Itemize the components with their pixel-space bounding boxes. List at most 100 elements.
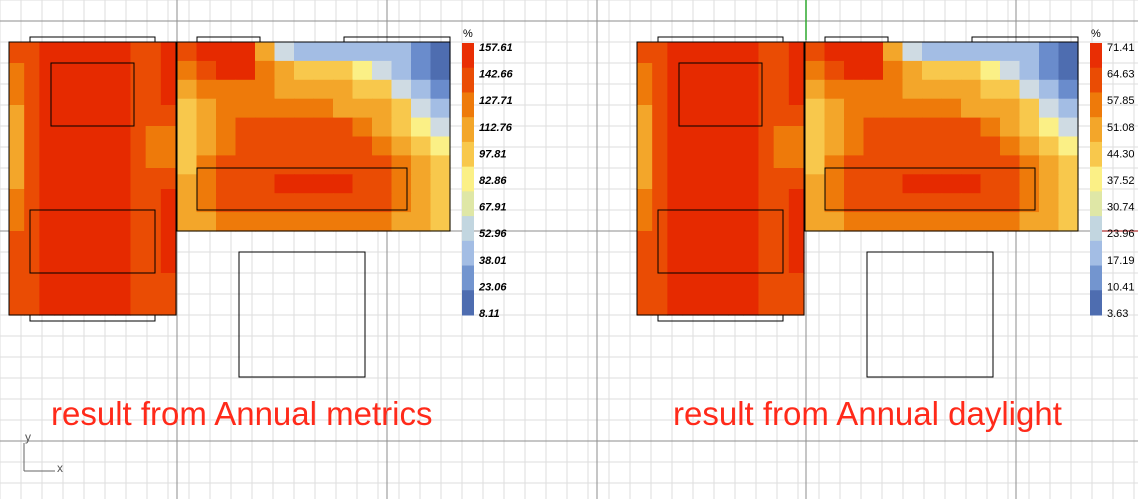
- left-room-cell: [9, 252, 25, 274]
- left-room-cell: [773, 189, 790, 211]
- right-room-cell: [980, 42, 1001, 62]
- left-room-cell: [758, 168, 775, 190]
- right-room-cell: [844, 212, 865, 232]
- legend-tick-label: 112.76: [479, 122, 513, 134]
- left-room-cell: [667, 294, 684, 316]
- right-room-cell: [863, 42, 884, 62]
- left-room-cell: [728, 105, 744, 127]
- right-room-cell: [294, 155, 315, 175]
- right-room-cell: [902, 193, 923, 213]
- right-room-cell: [1039, 117, 1060, 138]
- left-room-cell: [728, 252, 744, 274]
- left-room-cell: [100, 105, 116, 127]
- left-room-cell: [69, 126, 86, 148]
- right-room-cell: [255, 79, 276, 100]
- right-room-cell: [1000, 117, 1021, 138]
- left-room-cell: [100, 84, 116, 106]
- right-room-cell: [352, 42, 373, 62]
- left-room-cell: [145, 42, 162, 64]
- left-room-cell: [652, 147, 668, 169]
- right-room-cell: [1000, 212, 1021, 232]
- furniture-a: [678, 62, 763, 127]
- right-room-cell: [961, 174, 982, 194]
- right-room-cell: [274, 174, 295, 194]
- left-room-cell: [682, 168, 699, 190]
- left-room-cell: [788, 189, 805, 211]
- left-room-cell: [100, 168, 116, 190]
- left-room-cell: [39, 294, 56, 316]
- left-room-cell: [145, 294, 162, 316]
- left-room-cell: [9, 231, 25, 253]
- left-room-cell: [130, 189, 147, 211]
- right-room-cell: [352, 136, 373, 156]
- legend-swatch: [462, 141, 474, 168]
- left-room-cell: [697, 168, 714, 190]
- left-room-cell: [637, 42, 653, 64]
- left-room-cell: [682, 273, 699, 295]
- left-room-cell: [712, 168, 729, 190]
- left-room-cell: [788, 126, 805, 148]
- right-room-cell: [411, 155, 432, 175]
- right-room-cell: [902, 98, 923, 119]
- left-room-cell: [100, 252, 116, 274]
- left-room-cell: [54, 63, 71, 85]
- right-room-cell: [255, 136, 276, 156]
- left-room-cell: [9, 126, 25, 148]
- right-room-cell: [961, 42, 982, 62]
- legend-tick-label: 23.06: [478, 281, 507, 293]
- left-room-cell: [115, 126, 132, 148]
- right-room-cell: [177, 60, 198, 81]
- left-room-cell: [773, 126, 790, 148]
- left-room-cell: [637, 189, 653, 211]
- left-room-cell: [84, 84, 101, 106]
- left-room-cell: [682, 126, 699, 148]
- right-room-cell: [235, 155, 256, 175]
- right-room-cell: [235, 136, 256, 156]
- right-room-cell: [980, 155, 1001, 175]
- right-room-cell: [313, 174, 334, 194]
- left-room-cell: [160, 84, 177, 106]
- left-room-cell: [39, 189, 56, 211]
- left-room-cell: [160, 294, 177, 316]
- right-room-cell: [352, 174, 373, 194]
- left-room-cell: [728, 126, 744, 148]
- left-room-cell: [160, 189, 177, 211]
- left-room-cell: [758, 252, 775, 274]
- left-room-cell: [160, 273, 177, 295]
- left-room-cell: [667, 210, 684, 232]
- legend-tick-label: 8.11: [479, 308, 500, 320]
- left-room-cell: [637, 231, 653, 253]
- left-room-cell: [682, 252, 699, 274]
- right-room-cell: [196, 42, 217, 62]
- left-room-cell: [743, 252, 760, 274]
- right-room-cell: [1058, 136, 1079, 156]
- legend-tick-label: 142.66: [479, 69, 514, 81]
- left-room-cell: [100, 189, 116, 211]
- right-room-cell: [824, 117, 845, 138]
- left-room-cell: [773, 168, 790, 190]
- left-room-cell: [667, 126, 684, 148]
- left-room-cell: [39, 63, 56, 85]
- right-room-cell: [313, 212, 334, 232]
- right-room-cell: [430, 60, 451, 81]
- left-room-cell: [652, 252, 668, 274]
- axis-x-label: x: [57, 461, 63, 475]
- furniture-c: [196, 167, 408, 211]
- right-room-cell: [1019, 79, 1040, 100]
- left-room-cell: [652, 168, 668, 190]
- right-room-cell: [255, 60, 276, 81]
- right-room-cell: [1058, 42, 1079, 62]
- left-room-cell: [69, 105, 86, 127]
- legend-swatch: [1090, 43, 1102, 69]
- right-room-cell: [1019, 117, 1040, 138]
- left-room-cell: [115, 252, 132, 274]
- caption-annual-metrics: result from Annual metrics: [51, 395, 432, 432]
- right-room-cell: [411, 193, 432, 213]
- right-room-cell: [196, 155, 217, 175]
- left-room-cell: [773, 42, 790, 64]
- right-room-cell: [196, 136, 217, 156]
- left-room-cell: [160, 42, 177, 64]
- left-room-cell: [130, 84, 147, 106]
- left-room-cell: [697, 210, 714, 232]
